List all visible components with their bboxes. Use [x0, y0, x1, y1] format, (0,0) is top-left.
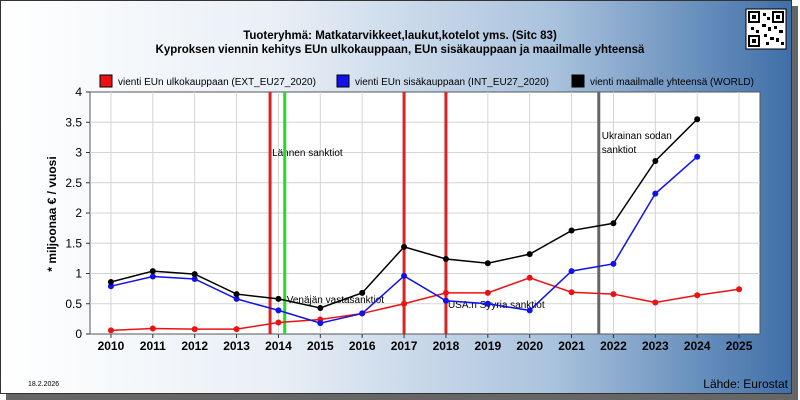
data-point — [568, 227, 575, 234]
event-label: Lännen sanktiot — [272, 148, 343, 159]
legend: vienti EUn ulkokauppaan (EXT_EU27_2020) v… — [99, 74, 754, 88]
data-point — [568, 289, 575, 296]
legend-label: vienti maailmalle yhteensä (WORLD) — [590, 77, 754, 88]
legend-swatch — [99, 74, 113, 88]
y-axis-ticks: 0 0.5 1 1.5 2 2.5 3 3.5 4 — [65, 85, 90, 341]
data-point — [359, 310, 366, 317]
series-layer — [107, 116, 743, 334]
data-point — [401, 300, 408, 307]
x-tick-label: 2014 — [265, 339, 292, 353]
x-tick-label: 2021 — [558, 339, 585, 353]
date-stamp: 18.2.2026 — [28, 381, 59, 388]
data-point — [526, 307, 533, 314]
data-point — [736, 286, 743, 293]
data-point — [107, 278, 114, 285]
data-point — [442, 255, 449, 262]
data-point — [442, 297, 449, 304]
y-axis-label: * miljoonaa € / vuosi — [45, 156, 59, 271]
data-point — [652, 299, 659, 306]
data-point — [694, 116, 701, 123]
frame-shadow-right — [792, 6, 798, 398]
x-tick-label: 2022 — [600, 339, 627, 353]
chart-title: Tuoteryhmä: Matkatarvikkeet,laukut,kotel… — [243, 30, 557, 42]
event-label: Ukrainan sodan sanktiot — [602, 131, 672, 156]
x-tick-label: 2012 — [181, 339, 208, 353]
y-tick-label: 0 — [75, 327, 82, 341]
data-point — [610, 220, 617, 227]
event-label: Venäjän vastasanktiot — [287, 295, 385, 306]
data-point — [149, 273, 156, 280]
x-tick-label: 2013 — [223, 339, 250, 353]
x-tick-label: 2024 — [684, 339, 711, 353]
data-point — [107, 327, 114, 334]
data-point — [401, 272, 408, 279]
legend-label: vienti EUn ulkokauppaan (EXT_EU27_2020) — [118, 77, 316, 88]
data-point — [317, 320, 324, 327]
chart-subtitle: Kyproksen viennin kehitys EUn ulkokauppa… — [156, 44, 646, 56]
source-label: Lähde: Eurostat — [703, 377, 788, 391]
x-tick-label: 2015 — [307, 339, 334, 353]
y-tick-label: 4 — [75, 85, 82, 99]
data-point — [610, 260, 617, 267]
x-tick-label: 2023 — [642, 339, 669, 353]
data-point — [233, 326, 240, 333]
x-tick-label: 2011 — [140, 339, 166, 353]
data-point — [484, 260, 491, 267]
legend-swatch — [336, 74, 350, 88]
y-tick-label: 3.5 — [65, 115, 82, 129]
data-point — [359, 289, 366, 296]
data-point — [275, 307, 282, 314]
data-point — [526, 251, 533, 258]
x-tick-label: 2010 — [98, 339, 125, 353]
data-point — [317, 304, 324, 311]
x-axis-ticks: 2010 2011 2012 2013 2014 2015 2016 2017 2018 2019… — [98, 334, 753, 353]
frame-shadow-bottom — [6, 394, 798, 400]
grid — [90, 92, 760, 334]
x-tick-label: 2018 — [433, 339, 460, 353]
data-point — [484, 289, 491, 296]
data-point — [191, 275, 198, 282]
data-point — [149, 325, 156, 332]
y-tick-label: 2 — [75, 206, 82, 220]
x-tick-label: 2020 — [516, 339, 543, 353]
y-tick-label: 2.5 — [65, 176, 82, 190]
data-point — [275, 295, 282, 302]
data-point — [652, 190, 659, 197]
data-point — [275, 319, 282, 326]
qr-code — [745, 8, 787, 50]
data-point — [694, 292, 701, 299]
data-point — [401, 243, 408, 250]
x-tick-label: 2019 — [474, 339, 501, 353]
data-point — [484, 300, 491, 307]
x-tick-label: 2016 — [349, 339, 376, 353]
y-tick-label: 3 — [75, 146, 82, 160]
legend-label: vienti EUn sisäkauppaan (INT_EU27_2020) — [355, 77, 549, 88]
data-point — [233, 291, 240, 298]
x-tick-label: 2025 — [726, 339, 753, 353]
data-point — [652, 157, 659, 164]
y-tick-label: 1.5 — [65, 236, 82, 250]
data-point — [610, 291, 617, 298]
data-point — [568, 268, 575, 275]
data-point — [694, 153, 701, 160]
data-point — [233, 295, 240, 302]
data-point — [191, 326, 198, 333]
series-line-0 — [110, 276, 740, 332]
x-tick-label: 2017 — [391, 339, 418, 353]
y-tick-label: 0.5 — [65, 297, 82, 311]
data-point — [526, 274, 533, 281]
legend-swatch — [571, 74, 585, 88]
data-point — [191, 271, 198, 278]
data-point — [107, 283, 114, 290]
data-point — [442, 289, 449, 296]
data-point — [149, 268, 156, 275]
y-tick-label: 1 — [75, 267, 82, 281]
